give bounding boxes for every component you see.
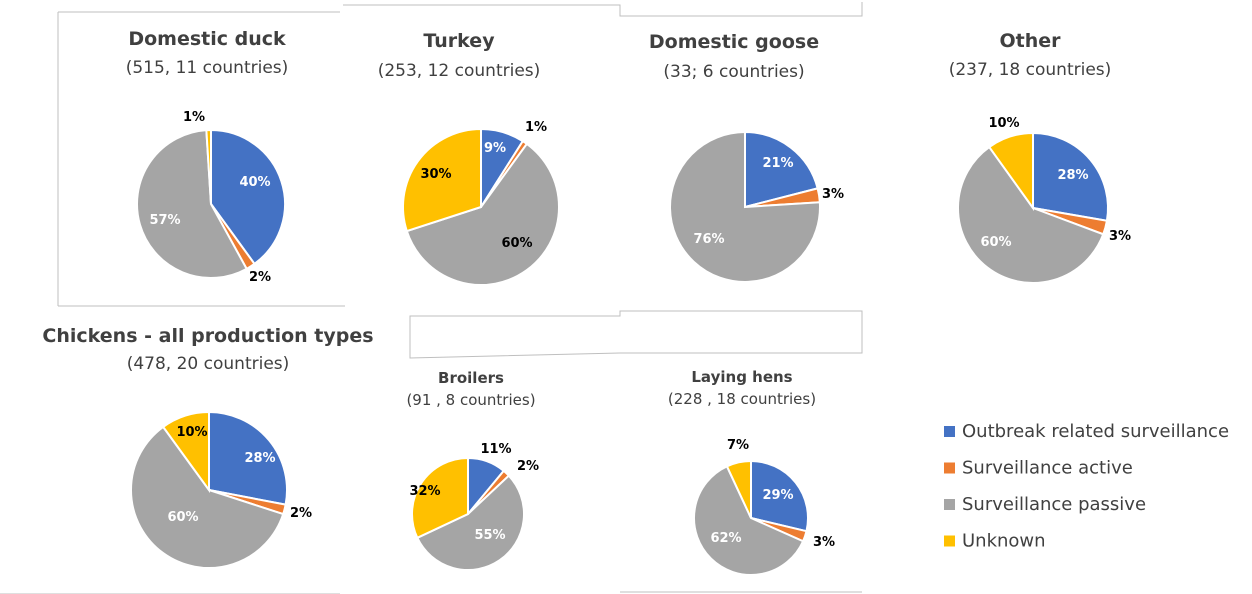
data-label-outbreak-related-surveillance: 9% xyxy=(484,141,506,156)
legend-swatch xyxy=(944,499,955,510)
pie-slice-outbreak-related-surveillance xyxy=(1032,131,1109,222)
data-label-outbreak-related-surveillance: 11% xyxy=(480,442,511,457)
chart-subtitle: (91 , 8 countries) xyxy=(406,391,535,409)
chart-subtitle: (228 , 18 countries) xyxy=(668,390,816,408)
legend: Outbreak related surveillance Surveillanc… xyxy=(944,421,1229,552)
legend-item-outbreak-related-surveillance: Outbreak related surveillance xyxy=(944,421,1229,442)
pie-slice-surveillance-passive xyxy=(129,425,285,569)
chart-title: Chickens - all production types xyxy=(42,325,373,347)
data-label-surveillance-passive: 60% xyxy=(501,236,532,251)
data-label-outbreak-related-surveillance: 40% xyxy=(239,175,270,190)
pie-slice-outbreak-related-surveillance xyxy=(750,459,809,533)
data-label-unknown: 1% xyxy=(183,110,205,125)
chart-title: Broilers xyxy=(438,369,504,387)
charts-group: Domestic duck (515, 11 countries) 40% 2% 57%… xyxy=(42,28,1131,576)
pie-chart-turkey: Turkey (253, 12 countries) 9% 1% 60% 30% xyxy=(378,30,561,286)
chart-subtitle: (33; 6 countries) xyxy=(663,62,804,82)
legend-swatch xyxy=(944,462,955,474)
data-label-unknown: 7% xyxy=(727,438,749,453)
pie-slice-surveillance-passive xyxy=(405,142,561,286)
legend-item-surveillance-passive: Surveillance passive xyxy=(944,494,1146,515)
data-label-surveillance-passive: 60% xyxy=(980,235,1011,250)
pie-slice-surveillance-passive xyxy=(957,145,1105,284)
legend-swatch xyxy=(944,426,955,437)
pie-slice-outbreak-related-surveillance xyxy=(744,130,819,209)
data-label-outbreak-related-surveillance: 28% xyxy=(244,451,275,466)
data-label-unknown: 10% xyxy=(988,116,1019,131)
data-label-surveillance-active: 2% xyxy=(290,506,312,521)
data-label-outbreak-related-surveillance: 28% xyxy=(1057,168,1088,183)
pie-slice-unknown xyxy=(411,456,469,540)
pie-slice-outbreak-related-surveillance xyxy=(208,410,289,506)
data-label-outbreak-related-surveillance: 21% xyxy=(762,156,793,171)
chart-subtitle: (515, 11 countries) xyxy=(126,58,289,78)
pie-slice-unknown xyxy=(402,127,482,233)
data-label-surveillance-passive: 57% xyxy=(149,213,180,228)
pie-slice-outbreak-related-surveillance xyxy=(210,128,286,266)
data-label-surveillance-active: 2% xyxy=(249,270,271,285)
data-label-surveillance-active: 3% xyxy=(822,187,844,202)
frame-lines xyxy=(0,2,863,594)
pie-chart-broilers: Broilers (91 , 8 countries) 11% 2% 55% 32% xyxy=(406,369,539,571)
data-label-outbreak-related-surveillance: 29% xyxy=(762,488,793,503)
legend-label: Unknown xyxy=(962,531,1046,552)
data-label-surveillance-active: 3% xyxy=(1109,229,1131,244)
pie-chart-other: Other (237, 18 countries) 28% 3% 60% 10% xyxy=(949,30,1131,284)
chart-title: Turkey xyxy=(423,30,495,52)
chart-subtitle: (237, 18 countries) xyxy=(949,60,1112,80)
legend-swatch xyxy=(944,535,955,547)
pie-chart-domestic-goose: Domestic goose (33; 6 countries) 21% 3% 76% xyxy=(649,31,844,283)
legend-label: Outbreak related surveillance xyxy=(962,421,1229,442)
legend-item-surveillance-active: Surveillance active xyxy=(944,458,1133,479)
chart-title: Domestic duck xyxy=(128,28,286,50)
pie-slice-surveillance-passive xyxy=(415,474,526,571)
pie-chart-chickens-all-production-types: Chickens - all production types (478, 20 … xyxy=(42,325,374,569)
data-label-surveillance-passive: 62% xyxy=(710,531,741,546)
legend-label: Surveillance passive xyxy=(962,494,1146,515)
pie-slice-unknown xyxy=(161,410,210,494)
data-label-unknown: 32% xyxy=(409,484,440,499)
pie-slice-unknown xyxy=(725,459,752,519)
pie-chart-laying-hens: Laying hens (228 , 18 countries) 29% 3% 62% 7… xyxy=(668,368,835,576)
data-label-surveillance-active: 2% xyxy=(517,459,539,474)
data-label-unknown: 30% xyxy=(420,167,451,182)
legend-label: Surveillance active xyxy=(962,458,1133,479)
chart-title: Domestic goose xyxy=(649,31,819,53)
pie-slice-surveillance-passive xyxy=(136,129,249,279)
pie-slice-surveillance-passive xyxy=(669,130,821,283)
pie-chart-domestic-duck: Domestic duck (515, 11 countries) 40% 2% 57%… xyxy=(126,28,289,285)
pie-slice-unknown xyxy=(987,131,1034,212)
data-label-unknown: 10% xyxy=(176,425,207,440)
data-label-surveillance-passive: 76% xyxy=(693,232,724,247)
chart-subtitle: (253, 12 countries) xyxy=(378,61,541,81)
data-label-surveillance-passive: 55% xyxy=(474,528,505,543)
data-label-surveillance-active: 3% xyxy=(813,535,835,550)
pie-slice-unknown xyxy=(205,128,212,205)
data-label-surveillance-passive: 60% xyxy=(167,510,198,525)
pie-slice-surveillance-passive xyxy=(693,464,805,576)
chart-title: Other xyxy=(999,30,1061,52)
data-label-surveillance-active: 1% xyxy=(525,120,547,135)
chart-title: Laying hens xyxy=(691,368,792,386)
chart-subtitle: (478, 20 countries) xyxy=(127,354,290,374)
legend-item-unknown: Unknown xyxy=(944,531,1046,552)
